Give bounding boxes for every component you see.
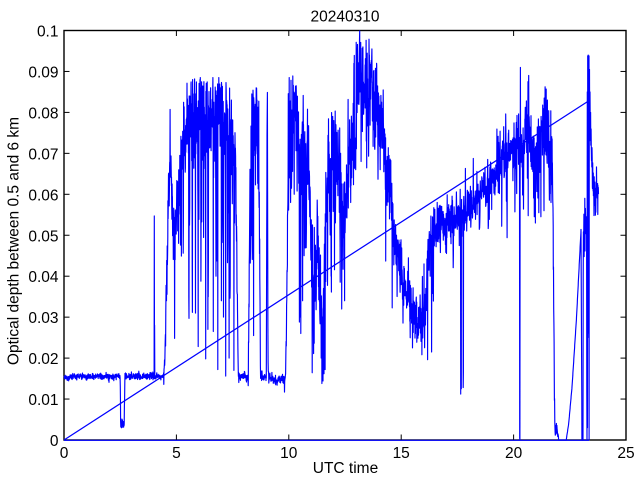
svg-text:25: 25 bbox=[617, 445, 634, 462]
svg-text:0.04: 0.04 bbox=[28, 269, 59, 286]
svg-text:20: 20 bbox=[505, 445, 523, 462]
svg-text:15: 15 bbox=[393, 445, 410, 462]
svg-text:10: 10 bbox=[280, 445, 298, 462]
svg-text:0: 0 bbox=[50, 433, 59, 450]
svg-text:0.02: 0.02 bbox=[28, 351, 58, 368]
svg-text:20240310: 20240310 bbox=[311, 9, 380, 26]
svg-text:0.05: 0.05 bbox=[28, 228, 58, 245]
svg-text:0.08: 0.08 bbox=[28, 105, 58, 122]
svg-text:Optical depth between 0.5 and: Optical depth between 0.5 and 6 km bbox=[5, 117, 22, 365]
svg-text:0: 0 bbox=[60, 445, 69, 462]
svg-text:0.07: 0.07 bbox=[28, 146, 58, 163]
svg-text:0.03: 0.03 bbox=[28, 310, 58, 327]
svg-text:5: 5 bbox=[172, 445, 181, 462]
svg-text:0.01: 0.01 bbox=[28, 392, 58, 409]
svg-text:0.06: 0.06 bbox=[28, 187, 58, 204]
svg-text:0.1: 0.1 bbox=[37, 24, 59, 41]
svg-text:0.09: 0.09 bbox=[28, 64, 58, 81]
svg-text:UTC time: UTC time bbox=[313, 460, 378, 477]
